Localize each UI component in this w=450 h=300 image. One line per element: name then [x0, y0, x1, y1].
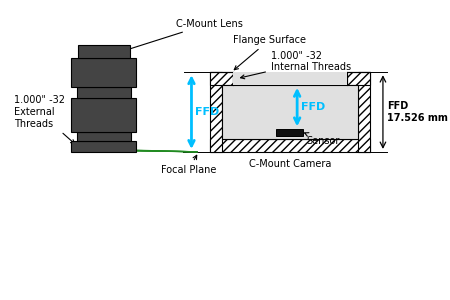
Text: C-Mount Lens: C-Mount Lens	[117, 19, 243, 54]
Bar	[72, 98, 136, 132]
Bar	[77, 87, 131, 98]
Bar	[210, 72, 233, 85]
Bar	[78, 45, 130, 58]
Bar	[347, 72, 370, 85]
Bar	[358, 72, 370, 152]
Text: 1.000" -32
External
Threads: 1.000" -32 External Threads	[14, 95, 75, 144]
Bar	[210, 72, 222, 152]
Bar	[72, 58, 136, 87]
Text: FFD: FFD	[301, 102, 325, 112]
Bar	[276, 129, 303, 136]
Text: FFD
17.526 mm: FFD 17.526 mm	[387, 101, 448, 123]
Bar	[210, 139, 370, 152]
Bar	[72, 141, 136, 152]
Text: 1.000" -32
Internal Threads: 1.000" -32 Internal Threads	[241, 51, 351, 79]
Bar	[233, 72, 347, 85]
Text: Focal Plane: Focal Plane	[161, 155, 216, 175]
Bar	[77, 132, 131, 141]
Text: FFD: FFD	[195, 107, 219, 117]
Text: Flange Surface: Flange Surface	[233, 35, 306, 70]
Text: C-Mount Camera: C-Mount Camera	[249, 160, 331, 170]
Bar	[222, 85, 358, 139]
Text: Sensor: Sensor	[305, 133, 340, 146]
